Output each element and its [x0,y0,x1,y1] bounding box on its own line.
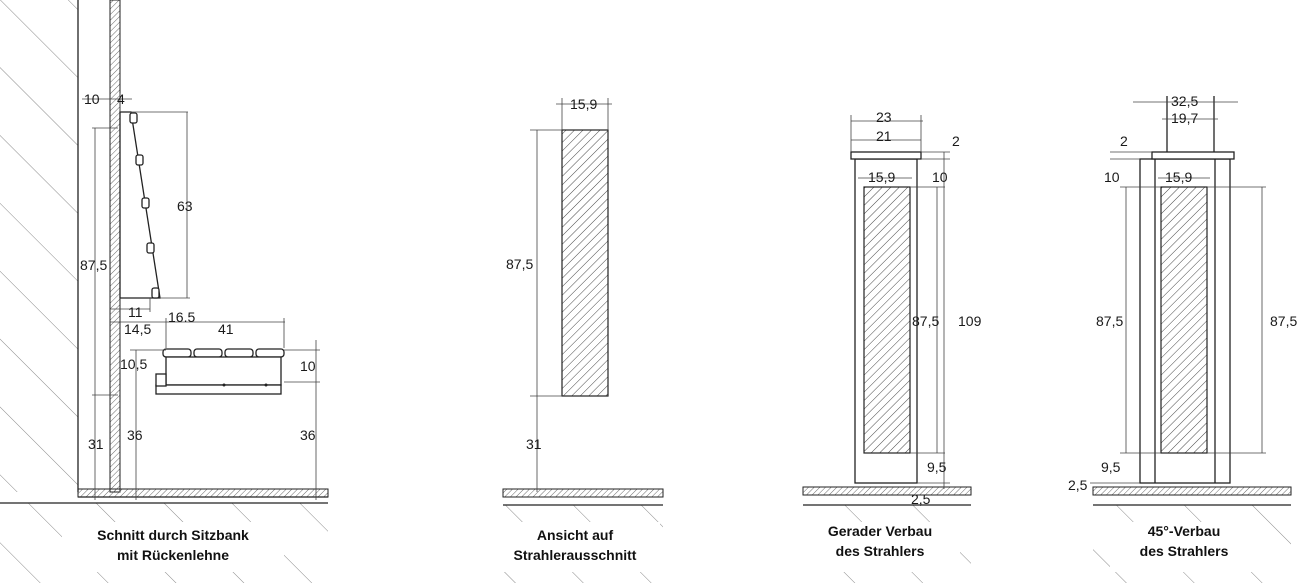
floor-slab [1092,486,1292,496]
caption-view-line1: Ansicht auf [537,527,614,543]
seat-bracket [155,373,167,387]
dim-11: 11 [128,304,143,320]
caption-angle-line1: 45°-Verbau [1148,523,1221,539]
seat-slat [162,348,192,358]
dim-10: 10 [84,91,100,107]
caption-view-line2: Strahlerausschnitt [514,547,637,563]
heater-cutout [561,129,609,397]
panel-straight-installation: 23 21 2 15,9 10 87,5 109 9,5 2,5 Gerader… [800,109,982,583]
dim-15-9: 15,9 [1165,169,1192,185]
panel-cutout-view: 15,9 87,5 31 Ansicht auf Strahlerausschn… [490,96,664,583]
dim-10b: 10 [300,358,316,374]
dim-15-9: 15,9 [868,169,895,185]
dim-41: 41 [218,321,234,337]
caption-angle-line2: des Strahlers [1140,543,1229,559]
seat-support [155,384,282,395]
dim-87-5: 87,5 [912,313,939,329]
dim-15-9: 15,9 [570,96,597,112]
dim-109: 109 [958,313,982,329]
caption-straight-line1: Gerader Verbau [828,523,932,539]
caption-section-line1: Schnitt durch Sitzbank [97,527,249,543]
backrest-slat [141,197,150,209]
heater-cutout [1160,186,1208,454]
caption-bg [800,522,960,572]
seat-slat [224,348,254,358]
screw [264,383,268,387]
dim-31: 31 [526,436,542,452]
floor-slab [77,488,329,498]
backrest-slat [135,154,144,166]
dim-2-5: 2,5 [1068,477,1088,493]
dim-10: 10 [1104,169,1120,185]
backrest-slat [146,242,155,254]
panel-bench-section: 10 4 63 87,5 11 16.5 14,5 41 10,5 10 31 … [0,0,329,583]
cover-plate [1151,151,1235,160]
seat-slat [193,348,223,358]
seat-frame [165,356,282,386]
dim-9-5: 9,5 [1101,459,1121,475]
dim-21: 21 [876,128,892,144]
floor-slab [802,486,972,496]
dim-32-5: 32,5 [1171,93,1198,109]
dim-2: 2 [1120,133,1128,149]
dim-2-5: 2,5 [911,491,931,507]
dim-2: 2 [952,133,960,149]
dim-4: 4 [117,91,125,107]
caption-bg [490,522,660,572]
dim-87-5b: 87,5 [1270,313,1297,329]
seat-slat [255,348,285,358]
caption-bg [1110,522,1260,572]
dim-10-5: 10,5 [120,356,147,372]
backrest-slat [151,287,160,299]
backrest-slat [129,112,138,124]
dim-87-5: 87,5 [80,257,107,273]
dim-9-5: 9,5 [927,459,947,475]
backrest-frame [119,111,161,299]
caption-bg [62,522,284,572]
dim-10: 10 [932,169,948,185]
wall-cladding [109,0,121,493]
caption-straight-line2: des Strahlers [836,543,925,559]
dim-31: 31 [88,436,104,452]
dim-36a: 36 [127,427,143,443]
dim-14-5: 14,5 [124,321,151,337]
heater-cutout [863,186,911,454]
dim-23: 23 [876,109,892,125]
wall-hatch [0,0,78,492]
screw [222,383,226,387]
cover-plate [850,151,922,160]
dim-16-5: 16.5 [168,309,195,325]
dim-87-5a: 87,5 [1096,313,1123,329]
dim-87-5: 87,5 [506,256,533,272]
dim-63: 63 [177,198,193,214]
caption-section-line2: mit Rückenlehne [117,547,229,563]
floor-slab [502,488,664,498]
dim-36b: 36 [300,427,316,443]
dim-19-7: 19,7 [1171,110,1198,126]
panel-45-installation: 32,5 19,7 2 10 15,9 87,5 87,5 9,5 2,5 45… [1068,93,1297,583]
